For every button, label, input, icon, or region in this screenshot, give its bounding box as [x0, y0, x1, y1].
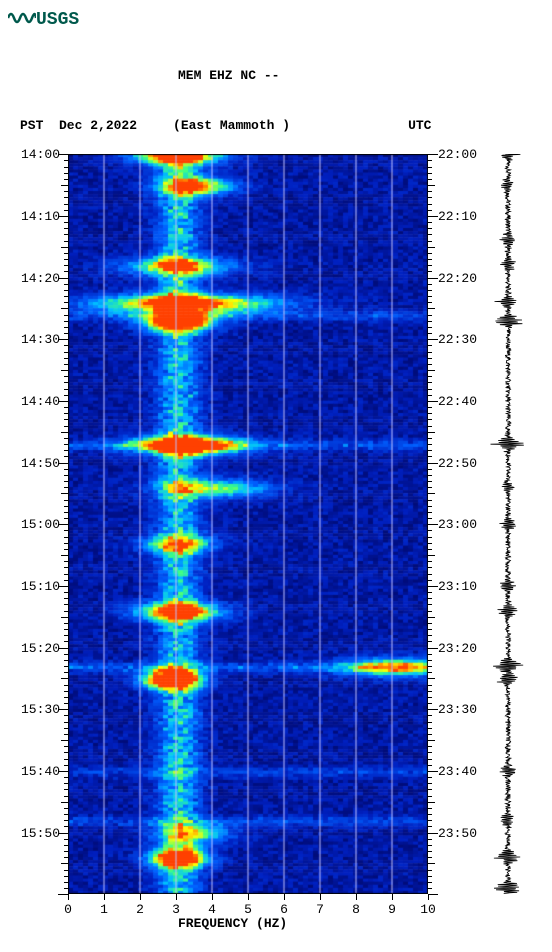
waveform-path	[491, 154, 524, 894]
y-right-tick: 23:30	[438, 702, 488, 717]
x-tick: 8	[346, 902, 366, 917]
x-tick: 0	[58, 902, 78, 917]
plot-area: 14:0014:1014:2014:3014:4014:5015:0015:10…	[8, 154, 544, 944]
y-left-tick: 15:20	[10, 641, 60, 656]
y-right-tick: 22:10	[438, 209, 488, 224]
plot-header: MEM EHZ NC -- PST Dec 2,2022 (East Mammot…	[8, 34, 544, 152]
logo-text: USGS	[36, 10, 79, 30]
y-right-tick: 22:40	[438, 394, 488, 409]
y-left-tick: 15:50	[10, 826, 60, 841]
y-right-tick: 22:20	[438, 271, 488, 286]
x-tick: 4	[202, 902, 222, 917]
y-right-tick: 22:00	[438, 147, 488, 162]
usgs-logo: USGS	[8, 8, 544, 30]
y-right-tick: 23:10	[438, 579, 488, 594]
x-tick: 5	[238, 902, 258, 917]
spectrogram	[68, 154, 428, 894]
y-left-tick: 14:30	[10, 332, 60, 347]
y-right-tick: 23:50	[438, 826, 488, 841]
y-right-tick: 23:20	[438, 641, 488, 656]
y-left-tick: 15:00	[10, 517, 60, 532]
station-line: MEM EHZ NC --	[178, 68, 279, 83]
y-left-tick: 14:20	[10, 271, 60, 286]
x-tick: 9	[382, 902, 402, 917]
y-left-tick: 15:30	[10, 702, 60, 717]
x-axis-label: FREQUENCY (HZ)	[178, 916, 287, 931]
date-left: PST Dec 2,2022	[20, 118, 137, 133]
spectrogram-canvas	[68, 154, 428, 894]
usgs-wave-icon	[8, 8, 36, 30]
x-tick: 6	[274, 902, 294, 917]
y-left-tick: 15:10	[10, 579, 60, 594]
y-right-tick: 22:30	[438, 332, 488, 347]
y-left-tick: 14:00	[10, 147, 60, 162]
x-tick: 2	[130, 902, 150, 917]
y-left-tick: 14:40	[10, 394, 60, 409]
y-left-tick: 14:10	[10, 209, 60, 224]
y-right-tick: 22:50	[438, 456, 488, 471]
utc-label: UTC	[408, 118, 431, 133]
x-tick: 3	[166, 902, 186, 917]
x-tick: 7	[310, 902, 330, 917]
y-right-tick: 23:00	[438, 517, 488, 532]
x-tick: 1	[94, 902, 114, 917]
station-name: (East Mammoth )	[173, 118, 290, 133]
y-left-tick: 14:50	[10, 456, 60, 471]
x-tick: 10	[418, 902, 438, 917]
seismogram-trace	[488, 154, 528, 894]
y-left-tick: 15:40	[10, 764, 60, 779]
y-right-tick: 23:40	[438, 764, 488, 779]
